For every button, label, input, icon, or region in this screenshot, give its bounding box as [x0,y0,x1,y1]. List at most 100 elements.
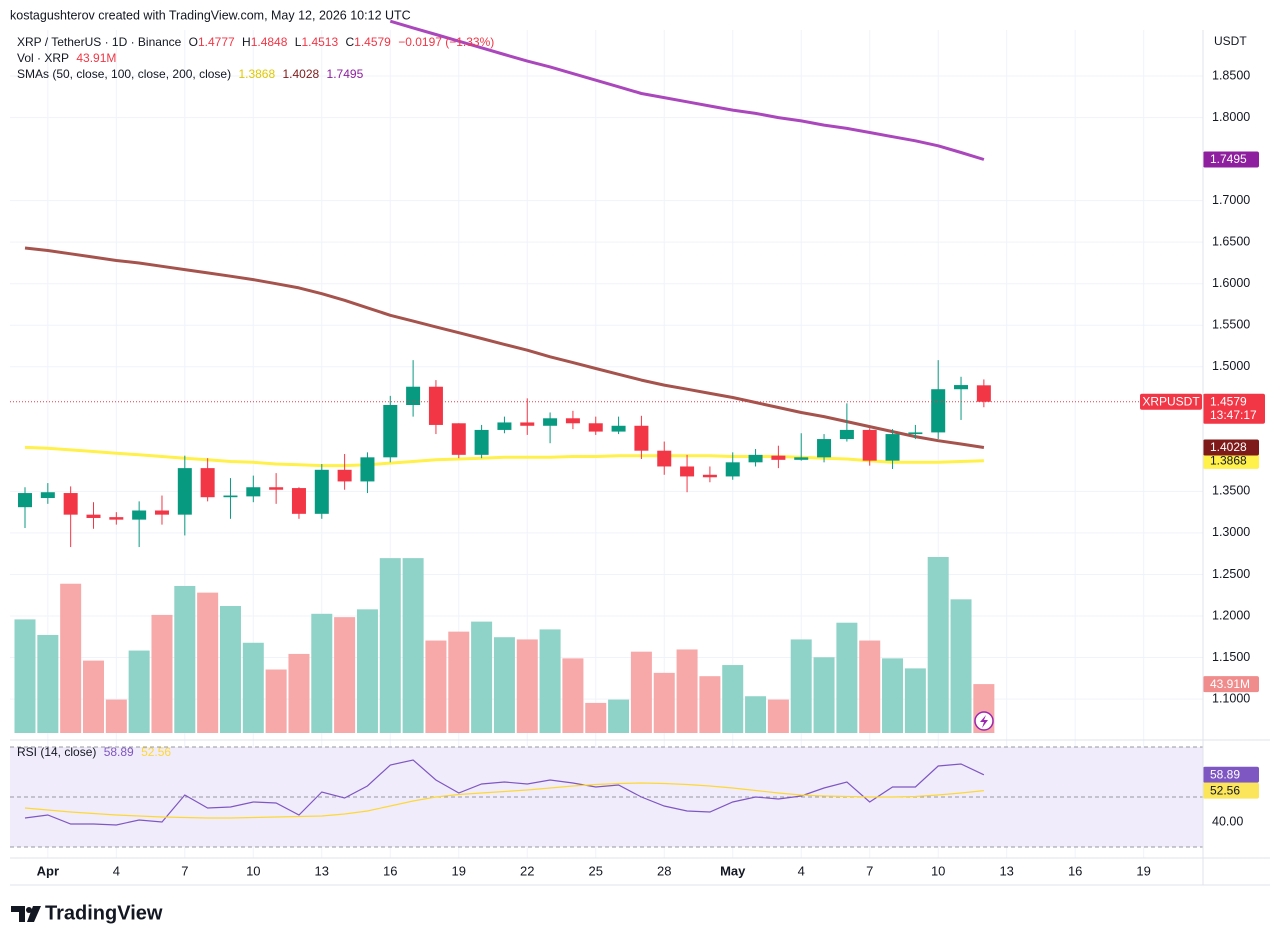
rsi-legend: RSI (14, close) 58.89 52.56 [17,744,175,760]
volume-layer [14,557,995,733]
volume-bar [539,629,561,733]
volume-bar [836,622,858,733]
high-value: 1.4848 [250,35,288,49]
candle-body [337,469,352,482]
sma-tag [1203,439,1259,456]
candle-body [428,386,443,425]
sma100-value: 1.4028 [282,67,320,81]
y-tick-label: 1.3000 [1212,525,1250,539]
candle-body [908,432,923,435]
sma-line [24,445,984,468]
candle-body [634,425,649,451]
candle-body [931,389,946,433]
last-price-tag [1203,393,1265,424]
x-tick-label: 25 [589,863,603,878]
y-tick-label: 1.3500 [1212,484,1250,498]
x-tick-label: May [720,863,746,878]
volume-bar [813,657,835,733]
volume-bar [471,621,493,733]
symbol-title: XRP / TetherUS · 1D · Binance [17,35,182,49]
rsi-line [24,782,984,819]
candle-body [657,450,672,467]
y-tick-label: 1.2000 [1212,608,1250,622]
candle-body [18,493,32,508]
volume-tag-label: 43.91M [1210,677,1250,691]
volume-bar [82,660,104,733]
ohlc-letter: H [242,35,251,49]
open-value: 1.4777 [197,35,235,49]
symbol-legend: XRP / TetherUS · 1D · Binance O1.4777 H1… [17,34,498,50]
sma-line [389,19,985,161]
candle-body [725,462,740,477]
ohlc-letter: L [294,35,302,49]
candle-body [497,422,512,430]
volume-bar [950,599,972,733]
y-tick-label: 1.8500 [1212,68,1250,82]
rsi-value: 58.89 [103,745,134,759]
candle-body [246,487,261,497]
volume-bar [676,649,698,733]
sma-line [24,246,985,449]
candle-body [885,434,900,461]
volume-bar [174,585,196,733]
volume-bar [265,669,287,733]
rsi-tag [1203,766,1259,783]
rsi-tag-label: 58.89 [1210,767,1240,781]
candle-body [406,386,421,406]
volume-bar [927,557,949,733]
close-value: 1.4579 [354,35,391,49]
volume-bar [767,699,789,733]
x-tick-label: 19 [452,863,466,878]
x-tick-label: 10 [246,863,260,878]
volume-bar [745,696,767,733]
ticker-tag [1140,393,1202,410]
y-tick-label: 1.6000 [1212,276,1250,290]
volume-bar [585,702,607,733]
sma-tag [1203,452,1259,469]
volume-bar [197,592,219,733]
candle-body [360,457,375,482]
y-tick-label: 1.1000 [1212,691,1250,705]
x-tick-label: 16 [1068,863,1082,878]
volume-bar [425,640,447,733]
sma50-value: 1.3868 [238,67,276,81]
x-tick-label: 13 [999,863,1013,878]
rsi-pane [10,746,1203,848]
credit: kostagushterov created with TradingView.… [10,8,411,22]
volume-bar [37,634,59,733]
y-tick-label: 1.2500 [1212,567,1250,581]
volume-tag [1203,676,1259,693]
rsi-line [24,759,985,826]
volume-bar [722,665,744,733]
y-tick-label: 1.8000 [1212,110,1250,124]
volume-bar [311,613,333,733]
candle-body [794,457,809,460]
sma-legend: SMAs (50, close, 100, close, 200, close)… [17,66,367,82]
candle-body [748,454,763,463]
candle-body [109,517,124,520]
candle-body [86,514,101,518]
volume-title: Vol · XRP [17,51,70,65]
candle-body [543,418,558,426]
sma200-value: 1.7495 [326,67,364,81]
volume-bar [790,639,812,733]
volume-bar [904,668,926,733]
candle-body [269,487,284,490]
volume-bar [151,614,173,733]
volume-bar [608,699,630,733]
candle-body [474,429,489,455]
candle-body [588,423,603,432]
candle-body [771,455,786,460]
candle-body [383,405,398,458]
x-tick-label: 28 [657,863,671,878]
candle-body [862,429,877,461]
candle-body [565,418,580,424]
candle-body [177,468,192,515]
candle-body [817,439,832,458]
volume-bar [630,651,652,733]
rsi-ma-value: 52.56 [141,745,172,759]
x-tick-label: 16 [383,863,397,878]
sma-tag [1203,151,1259,168]
volume-bar [242,642,264,733]
